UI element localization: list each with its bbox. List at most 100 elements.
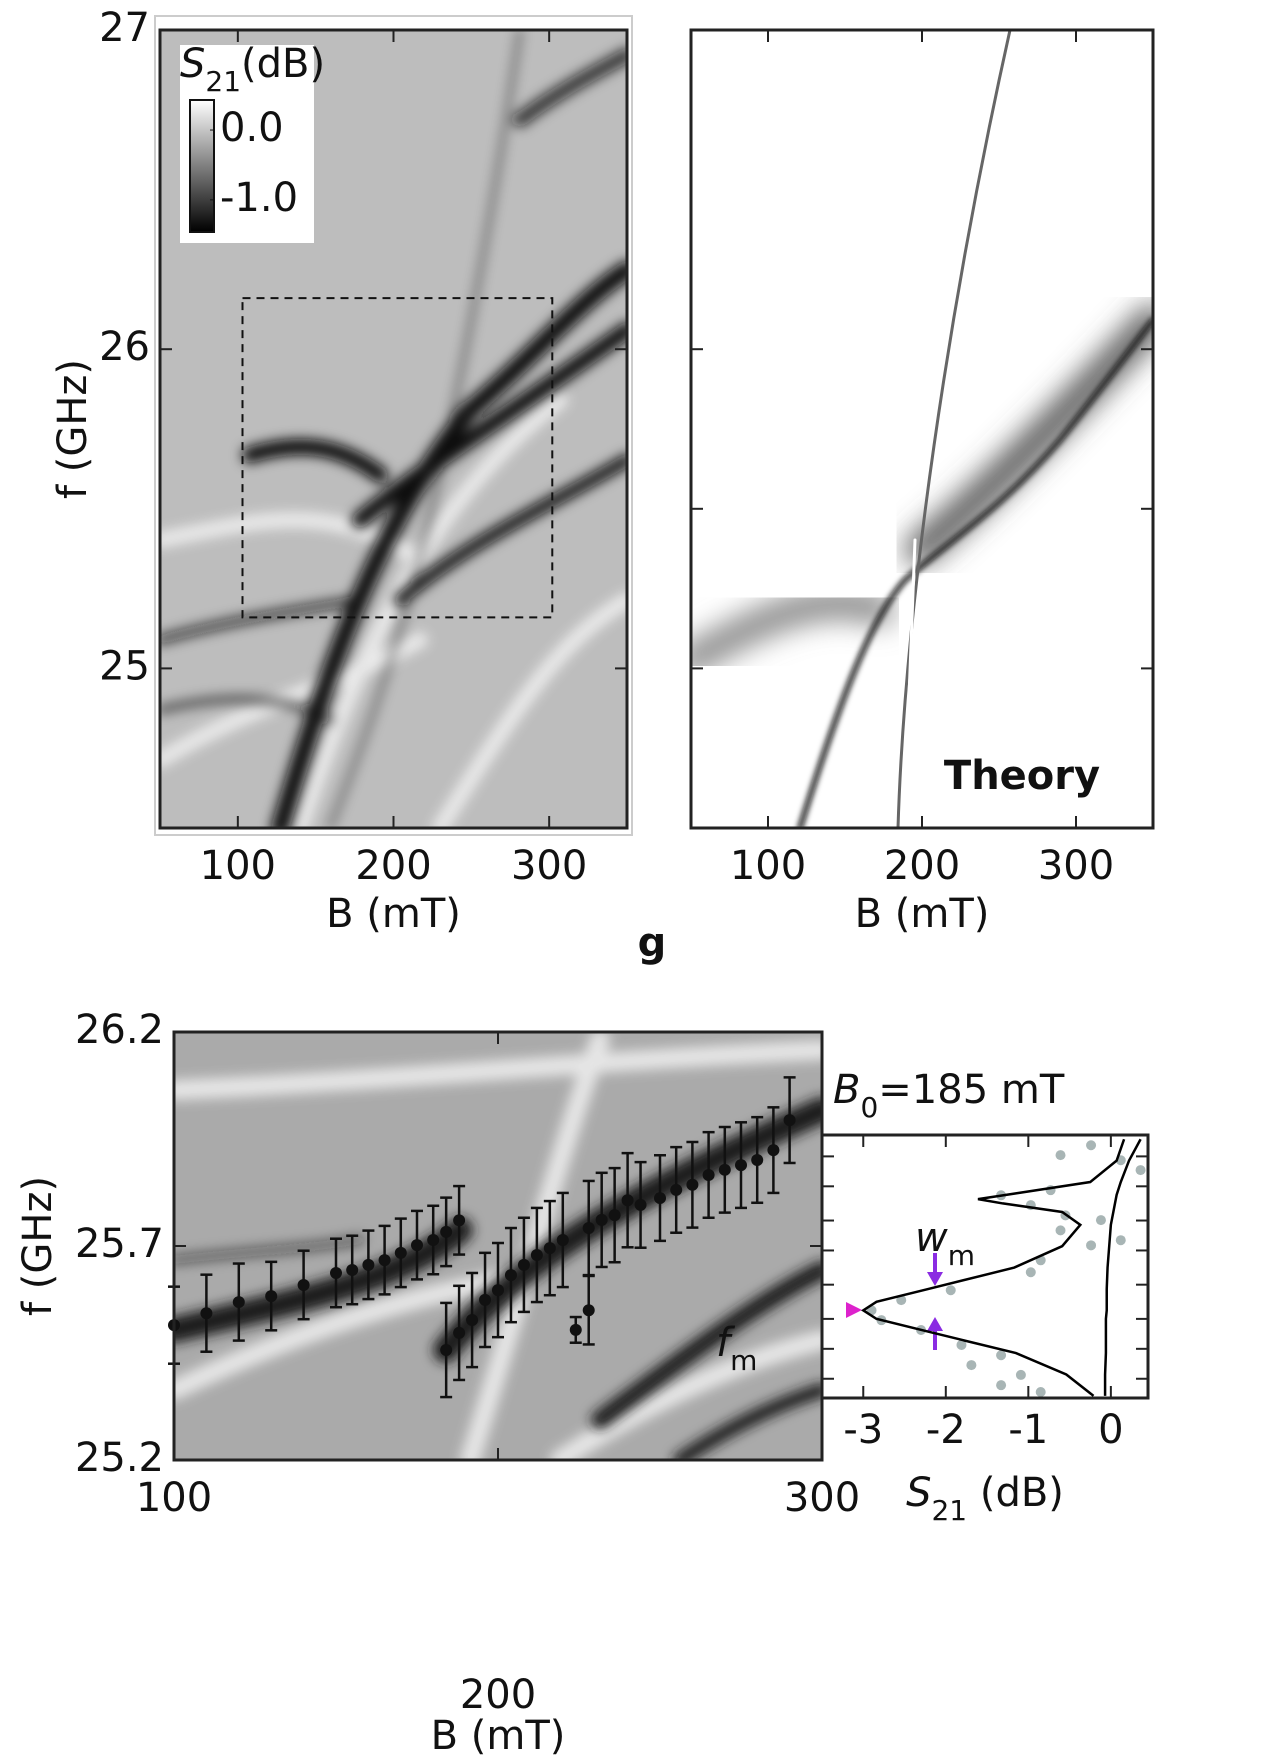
y-tick-label: 26 — [99, 324, 150, 370]
measured-point — [945, 1285, 956, 1296]
x-tick-label: 300 — [511, 843, 587, 889]
plot: 100 200 300 25.2 25.7 26.2 — [75, 1007, 860, 1718]
measured-point — [1086, 1240, 1097, 1251]
chart-title: B0=185 mT — [833, 1067, 1065, 1124]
point — [411, 1239, 423, 1252]
x-tick-label: 0 — [1098, 1407, 1123, 1453]
x-tick-label: 100 — [730, 843, 806, 889]
y-tick-label: 25.2 — [75, 1435, 164, 1481]
text-part: 21 — [931, 1494, 967, 1527]
point — [440, 1225, 453, 1238]
x-tick-label: 200 — [355, 843, 431, 889]
measured-point — [1115, 1235, 1126, 1246]
point — [735, 1159, 747, 1172]
x-axis-label: B (mT) — [431, 1713, 566, 1757]
x-tick-label: -1 — [1008, 1407, 1048, 1453]
text-part: w — [915, 1215, 948, 1261]
point — [265, 1290, 278, 1303]
y-axis-label: f (GHz) — [50, 359, 96, 499]
colorbar — [189, 99, 215, 233]
theory-image — [691, 30, 1153, 828]
annotation-arrows — [715, 1253, 943, 1350]
point — [362, 1258, 375, 1271]
x-tick-label: 200 — [884, 843, 960, 889]
point — [718, 1163, 731, 1176]
point — [453, 1326, 466, 1339]
measured-point — [1015, 1369, 1026, 1380]
annotation: Theory — [944, 753, 1100, 799]
x-tick-label: 100 — [200, 843, 276, 889]
point — [783, 1114, 796, 1127]
point — [346, 1263, 359, 1276]
point — [378, 1254, 391, 1267]
colorbar-title: S21(dB) — [180, 41, 325, 98]
point — [634, 1198, 647, 1211]
plot: -3 -2 -1 0 — [820, 1133, 1150, 1453]
x-tick-label: 200 — [460, 1672, 536, 1718]
x-axis-label: B (mT) — [855, 891, 990, 937]
panel-label: g — [638, 920, 667, 966]
point — [330, 1266, 342, 1279]
x-axis-label: B (mT) — [326, 891, 461, 937]
plot: Theory 100 200 300 — [689, 28, 1155, 889]
point — [466, 1314, 479, 1327]
text-part: 0 — [860, 1091, 878, 1124]
point — [517, 1258, 530, 1271]
measured-point — [1086, 1140, 1097, 1151]
measured-point — [966, 1360, 977, 1371]
colorbar-tick-label: 0.0 — [220, 105, 284, 151]
point — [608, 1209, 621, 1222]
y-tick-label: 25.7 — [75, 1221, 164, 1267]
text-part: (dB) — [967, 1470, 1064, 1516]
y-tick-label: 27 — [99, 5, 150, 51]
x-tick-label: -2 — [926, 1407, 966, 1453]
measured-point — [1135, 1165, 1146, 1176]
text-part: S — [180, 41, 205, 87]
y-tick-label: 26.2 — [75, 1007, 164, 1053]
text-part: m — [730, 1344, 757, 1377]
measured-point — [996, 1380, 1007, 1391]
measured-point — [1095, 1215, 1106, 1226]
colorbar-tick-label: -1.0 — [220, 175, 298, 221]
line — [1103, 1138, 1142, 1396]
point — [621, 1194, 634, 1207]
x-tick-label: 100 — [136, 1475, 212, 1521]
text-part: 21 — [205, 65, 241, 98]
y-axis-label: f (GHz) — [15, 1176, 61, 1316]
text-part: m — [948, 1239, 975, 1272]
point — [582, 1222, 595, 1235]
measured-point — [1055, 1150, 1066, 1161]
point — [427, 1234, 440, 1247]
line — [860, 1138, 1126, 1397]
measured-point — [1035, 1387, 1046, 1398]
annotation: wm — [915, 1215, 975, 1272]
point — [492, 1284, 504, 1297]
heatmap-image — [160, 30, 627, 828]
point — [767, 1144, 780, 1157]
point — [582, 1304, 595, 1317]
measured-point — [1055, 1225, 1066, 1236]
image-border — [154, 15, 633, 836]
measured-point — [956, 1339, 967, 1350]
x-tick-label: 300 — [1038, 843, 1114, 889]
point — [569, 1323, 582, 1336]
text-part: S — [906, 1470, 931, 1516]
point — [595, 1213, 608, 1226]
plot-frame — [820, 1133, 1150, 1400]
point — [702, 1168, 715, 1181]
point — [394, 1246, 407, 1259]
point — [654, 1192, 666, 1205]
point — [479, 1293, 492, 1306]
plot: 0.0 -1.0 100 200 300 25 26 27 — [99, 5, 629, 889]
point — [200, 1307, 213, 1320]
point — [530, 1248, 543, 1261]
point — [297, 1278, 310, 1291]
point — [751, 1153, 764, 1166]
point — [232, 1296, 245, 1309]
x-tick-label: -3 — [843, 1407, 883, 1453]
point — [543, 1242, 556, 1255]
zoom-image — [174, 1032, 822, 1460]
point — [670, 1183, 683, 1196]
point — [556, 1234, 569, 1247]
